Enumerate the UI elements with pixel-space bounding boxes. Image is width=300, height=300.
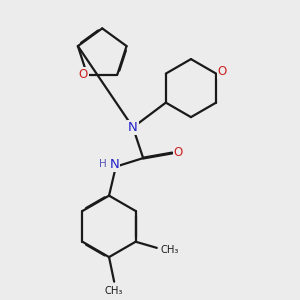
Text: O: O bbox=[218, 65, 227, 78]
Text: N: N bbox=[109, 158, 119, 171]
Text: O: O bbox=[174, 146, 183, 160]
Text: CH₃: CH₃ bbox=[105, 286, 123, 296]
Text: N: N bbox=[128, 121, 138, 134]
Text: H: H bbox=[99, 159, 107, 169]
Text: CH₃: CH₃ bbox=[161, 244, 179, 255]
Text: O: O bbox=[78, 68, 88, 81]
